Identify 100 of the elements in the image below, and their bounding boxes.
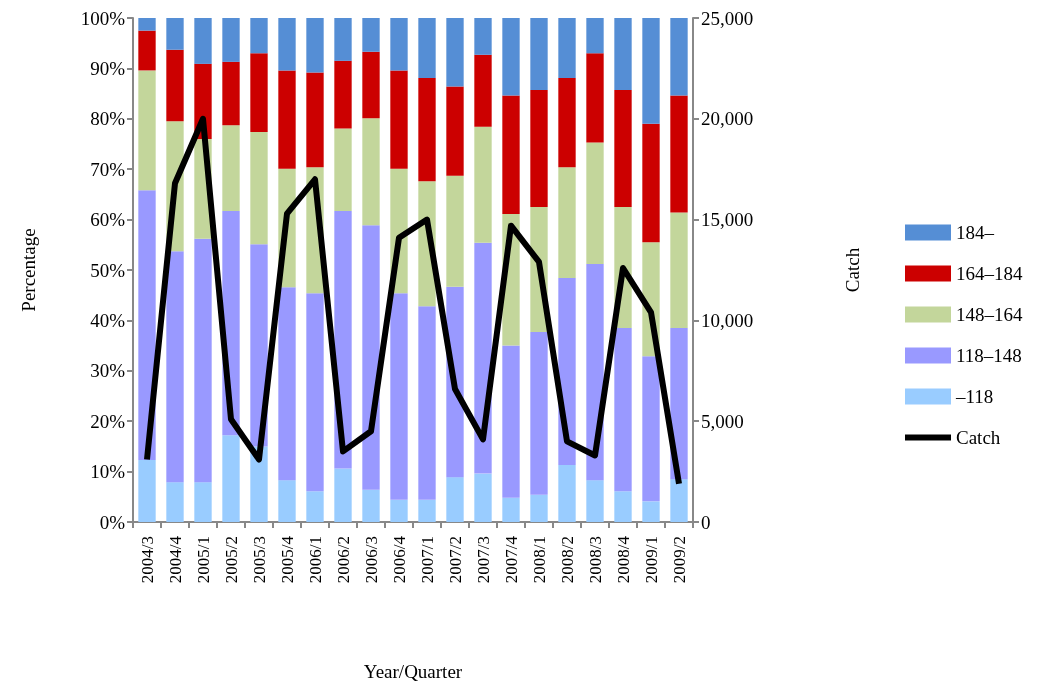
legend-label: 164–184	[956, 263, 1023, 284]
bar	[502, 95, 520, 215]
bar	[222, 18, 240, 62]
x-tick-label: 2006/2	[333, 536, 353, 584]
bar	[362, 118, 380, 226]
x-tick-label: 2007/1	[417, 536, 437, 584]
x-tick-label: 2005/4	[277, 535, 297, 584]
bar	[586, 142, 604, 264]
bar	[614, 90, 632, 207]
bar	[334, 60, 352, 129]
bar	[250, 131, 268, 245]
x-tick-label: 2006/4	[389, 535, 409, 584]
bar	[446, 175, 464, 287]
x-tick-label: 2007/4	[501, 535, 521, 584]
bar	[446, 86, 464, 176]
bar	[166, 49, 184, 122]
bar	[222, 435, 240, 522]
bar	[614, 327, 632, 492]
bar	[642, 18, 660, 124]
bar	[278, 287, 296, 481]
bar	[474, 18, 492, 55]
legend-label: 184–	[956, 222, 995, 243]
y2-tick-label: 10,000	[701, 309, 754, 331]
bar	[306, 293, 324, 492]
bar	[390, 293, 408, 500]
bar	[362, 18, 380, 52]
bar	[362, 51, 380, 119]
x-tick-label: 2005/2	[221, 536, 241, 584]
y-tick-label: 30%	[90, 360, 126, 382]
bar	[642, 356, 660, 502]
bar	[138, 30, 156, 71]
bar	[250, 53, 268, 132]
bar	[474, 54, 492, 127]
bar	[614, 491, 632, 522]
bar	[418, 18, 436, 78]
legend-label: Catch	[956, 427, 1001, 448]
bar	[558, 77, 576, 168]
x-tick-label: 2007/2	[445, 536, 465, 584]
bar	[502, 497, 520, 522]
y2-axis-title: Catch	[842, 247, 863, 293]
y2-tick-label: 25,000	[701, 7, 754, 29]
x-tick-label: 2006/3	[361, 536, 381, 584]
bar	[278, 18, 296, 71]
x-tick-label: 2009/1	[641, 536, 661, 584]
bar	[418, 77, 436, 182]
bar	[362, 489, 380, 522]
bar	[194, 238, 212, 483]
x-tick-label: 2006/1	[305, 536, 325, 584]
bar	[502, 345, 520, 498]
bar	[502, 18, 520, 96]
y2-tick-label: 15,000	[701, 209, 754, 231]
bar	[530, 331, 548, 495]
x-tick-label: 2009/2	[669, 536, 689, 584]
y2-tick-label: 5,000	[701, 410, 744, 432]
x-tick-label: 2004/3	[137, 536, 157, 584]
bar	[418, 306, 436, 500]
bar	[558, 465, 576, 522]
y-axis-title: Percentage	[18, 228, 39, 312]
bar	[390, 70, 408, 169]
y-tick-label: 100%	[80, 7, 126, 29]
bar	[334, 18, 352, 61]
bar	[194, 482, 212, 522]
bar	[446, 477, 464, 522]
bar	[222, 125, 240, 212]
bar	[250, 18, 268, 54]
bar	[362, 225, 380, 490]
bar	[166, 18, 184, 50]
bar	[474, 473, 492, 522]
x-tick-label: 2004/4	[165, 535, 185, 584]
bar	[334, 128, 352, 212]
x-tick-label: 2005/3	[249, 536, 269, 584]
bar	[586, 18, 604, 54]
y-tick-label: 20%	[90, 410, 126, 432]
legend-label: 118–148	[956, 345, 1022, 366]
bar	[670, 212, 688, 328]
bar	[530, 18, 548, 91]
bar	[222, 61, 240, 126]
x-tick-label: 2007/3	[473, 536, 493, 584]
bar	[586, 53, 604, 143]
bar	[670, 95, 688, 213]
y2-tick-label: 20,000	[701, 108, 754, 130]
bar	[138, 18, 156, 31]
bar	[278, 70, 296, 169]
y2-tick-label: 0	[701, 511, 711, 533]
x-axis-title: Year/Quarter	[363, 661, 463, 682]
y-tick-label: 40%	[90, 309, 126, 331]
bar	[670, 18, 688, 96]
bar	[418, 499, 436, 522]
legend-label: 148–164	[956, 304, 1023, 325]
x-tick-label: 2008/4	[613, 535, 633, 584]
bar	[558, 18, 576, 78]
bar	[278, 480, 296, 522]
bar	[642, 501, 660, 522]
bar	[138, 460, 156, 522]
bar	[390, 499, 408, 522]
y-tick-label: 80%	[90, 108, 126, 130]
x-tick-label: 2008/2	[557, 536, 577, 584]
x-tick-label: 2008/3	[585, 536, 605, 584]
bar	[166, 482, 184, 522]
bar	[474, 126, 492, 243]
